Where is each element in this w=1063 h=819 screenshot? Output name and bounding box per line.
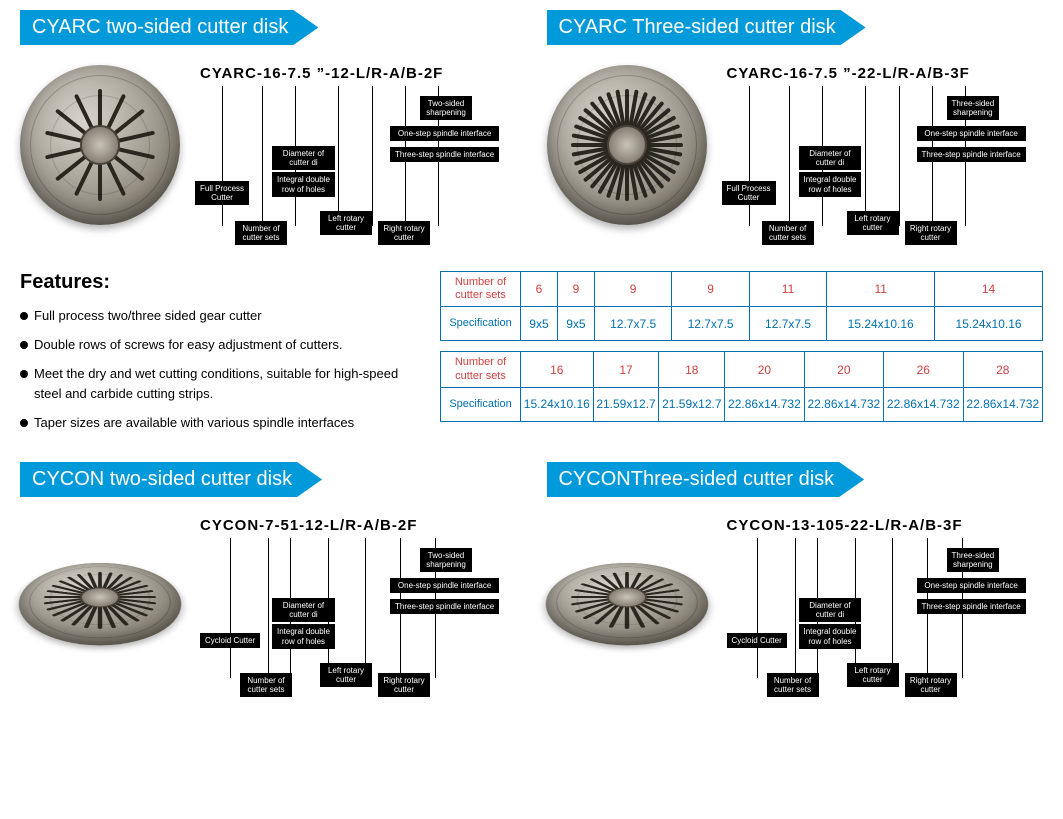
cycon2-code: CYCON-7-51-12-L/R-A/B-2F bbox=[200, 517, 517, 534]
cycon2-disk-image bbox=[20, 517, 190, 687]
code-tag: Diameter ofcutter di bbox=[799, 146, 862, 170]
cycon2-banner: CYCON two-sided cutter disk bbox=[20, 462, 322, 497]
cyarc2-code: CYARC-16-7.5 ”-12-L/R-A/B-2F bbox=[200, 65, 517, 82]
code-tag: Integral doublerow of holes bbox=[272, 172, 335, 196]
code-tag: Two-sidedsharpening bbox=[420, 96, 472, 120]
cycon3-leaders: Cycloid Cutter Number ofcutter sets Diamet… bbox=[727, 538, 1044, 703]
cyarc3-code: CYARC-16-7.5 ”-22-L/R-A/B-3F bbox=[727, 65, 1044, 82]
code-tag: One-step spindle interface bbox=[390, 578, 499, 593]
spec-table-1: Number of cutter sets6999111114Specifica… bbox=[440, 271, 1043, 341]
feature-item: Full process two/three sided gear cutter bbox=[20, 306, 420, 327]
code-tag: Number ofcutter sets bbox=[767, 673, 819, 697]
cycon3-code: CYCON-13-105-22-L/R-A/B-3F bbox=[727, 517, 1044, 534]
spec-tables: Number of cutter sets6999111114Specifica… bbox=[440, 271, 1043, 432]
code-tag: Three-sidedsharpening bbox=[947, 548, 1000, 572]
code-tag: Three-step spindle interface bbox=[390, 599, 499, 614]
code-tag: Integral doublerow of holes bbox=[799, 624, 862, 648]
cyarc2-product: CYARC two-sided cutter disk CYARC-16-7.5… bbox=[20, 10, 517, 251]
feature-item: Taper sizes are available with various s… bbox=[20, 413, 420, 434]
code-tag: Right rotarycutter bbox=[905, 673, 957, 697]
cycon2-leaders: Cycloid Cutter Number ofcutter sets Diamet… bbox=[200, 538, 517, 703]
code-tag: Right rotarycutter bbox=[905, 221, 957, 245]
top-product-row: CYARC two-sided cutter disk CYARC-16-7.5… bbox=[20, 10, 1043, 251]
code-tag: Left rotarycutter bbox=[847, 663, 899, 687]
cyarc2-banner: CYARC two-sided cutter disk bbox=[20, 10, 318, 45]
code-tag: Three-step spindle interface bbox=[390, 147, 499, 162]
cycon3-banner: CYCONThree-sided cutter disk bbox=[547, 462, 865, 497]
code-tag: Number ofcutter sets bbox=[762, 221, 814, 245]
features-list: Full process two/three sided gear cutter… bbox=[20, 306, 420, 434]
code-tag: Cycloid Cutter bbox=[200, 633, 260, 648]
code-tag: Integral doublerow of holes bbox=[272, 624, 335, 648]
cyarc3-disk-image bbox=[547, 65, 717, 235]
code-tag: One-step spindle interface bbox=[390, 126, 499, 141]
code-tag: Diameter ofcutter di bbox=[272, 598, 335, 622]
features-block: Features: Full process two/three sided g… bbox=[20, 271, 420, 442]
code-tag: Right rotarycutter bbox=[378, 221, 430, 245]
code-tag: Three-step spindle interface bbox=[917, 599, 1026, 614]
code-tag: Number ofcutter sets bbox=[240, 673, 292, 697]
code-tag: Left rotarycutter bbox=[847, 211, 899, 235]
cyarc3-banner: CYARC Three-sided cutter disk bbox=[547, 10, 866, 45]
cycon2-product: CYCON two-sided cutter disk CYCON-7-51-1… bbox=[20, 462, 517, 703]
code-tag: Left rotarycutter bbox=[320, 211, 372, 235]
cyarc3-leaders: Full ProcessCutterNumber ofcutter setsDi… bbox=[727, 86, 1044, 251]
code-tag: Full ProcessCutter bbox=[195, 181, 249, 205]
feature-item: Meet the dry and wet cutting conditions,… bbox=[20, 364, 420, 406]
code-tag: Two-sidedsharpening bbox=[420, 548, 472, 572]
code-tag: Integral doublerow of holes bbox=[799, 172, 862, 196]
features-heading: Features: bbox=[20, 271, 420, 294]
code-tag: Left rotarycutter bbox=[320, 663, 372, 687]
code-tag: Full ProcessCutter bbox=[722, 181, 776, 205]
code-tag: Three-sidedsharpening bbox=[947, 96, 1000, 120]
spec-table-2: Number of cutter sets16171820202628Speci… bbox=[440, 351, 1043, 421]
code-tag: Right rotarycutter bbox=[378, 673, 430, 697]
cycon3-disk-image bbox=[547, 517, 717, 687]
cyarc3-product: CYARC Three-sided cutter disk CYARC-16-7… bbox=[547, 10, 1044, 251]
cyarc2-leaders: Full ProcessCutterNumber ofcutter setsDi… bbox=[200, 86, 517, 251]
code-tag: Diameter ofcutter di bbox=[799, 598, 862, 622]
cyarc2-disk-image bbox=[20, 65, 190, 235]
bottom-product-row: CYCON two-sided cutter disk CYCON-7-51-1… bbox=[20, 462, 1043, 703]
cycon3-product: CYCONThree-sided cutter disk CYCON-13-10… bbox=[547, 462, 1044, 703]
code-tag: Cycloid Cutter bbox=[727, 633, 787, 648]
code-tag: Three-step spindle interface bbox=[917, 147, 1026, 162]
code-tag: Diameter ofcutter di bbox=[272, 146, 335, 170]
code-tag: Number ofcutter sets bbox=[235, 221, 287, 245]
feature-item: Double rows of screws for easy adjustmen… bbox=[20, 335, 420, 356]
code-tag: One-step spindle interface bbox=[917, 578, 1026, 593]
features-and-tables: Features: Full process two/three sided g… bbox=[20, 271, 1043, 442]
code-tag: One-step spindle interface bbox=[917, 126, 1026, 141]
